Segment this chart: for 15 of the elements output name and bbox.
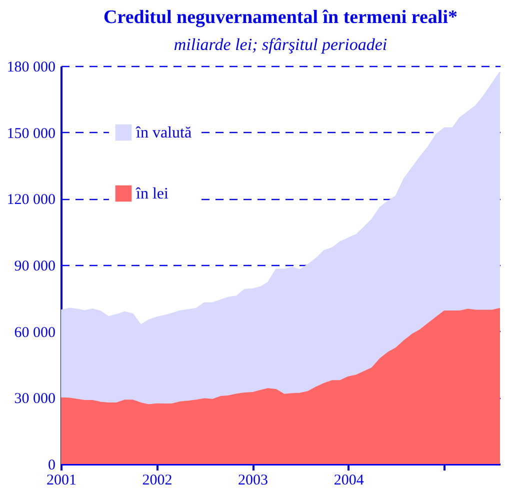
chart-subtitle: miliarde lei; sfârşitul perioadei <box>174 35 388 54</box>
y-tick-label: 90 000 <box>14 258 56 274</box>
y-tick-label: 150 000 <box>6 126 56 142</box>
y-tick-label: 0 <box>48 458 56 474</box>
chart-title: Creditul neguvernamental în termeni reali* <box>104 7 458 28</box>
legend-label: în valută <box>135 124 192 142</box>
y-tick-label: 120 000 <box>6 192 56 208</box>
y-tick-label: 180 000 <box>6 60 56 76</box>
y-tick-label: 60 000 <box>14 324 56 341</box>
x-tick-label: 2003 <box>238 472 268 488</box>
x-tick-label: 2004 <box>334 472 364 488</box>
x-tick-label: 2002 <box>142 472 172 488</box>
x-tick-label: 2001 <box>46 472 76 488</box>
legend-label: în lei <box>135 186 169 202</box>
y-tick-label: 30 000 <box>14 391 56 408</box>
